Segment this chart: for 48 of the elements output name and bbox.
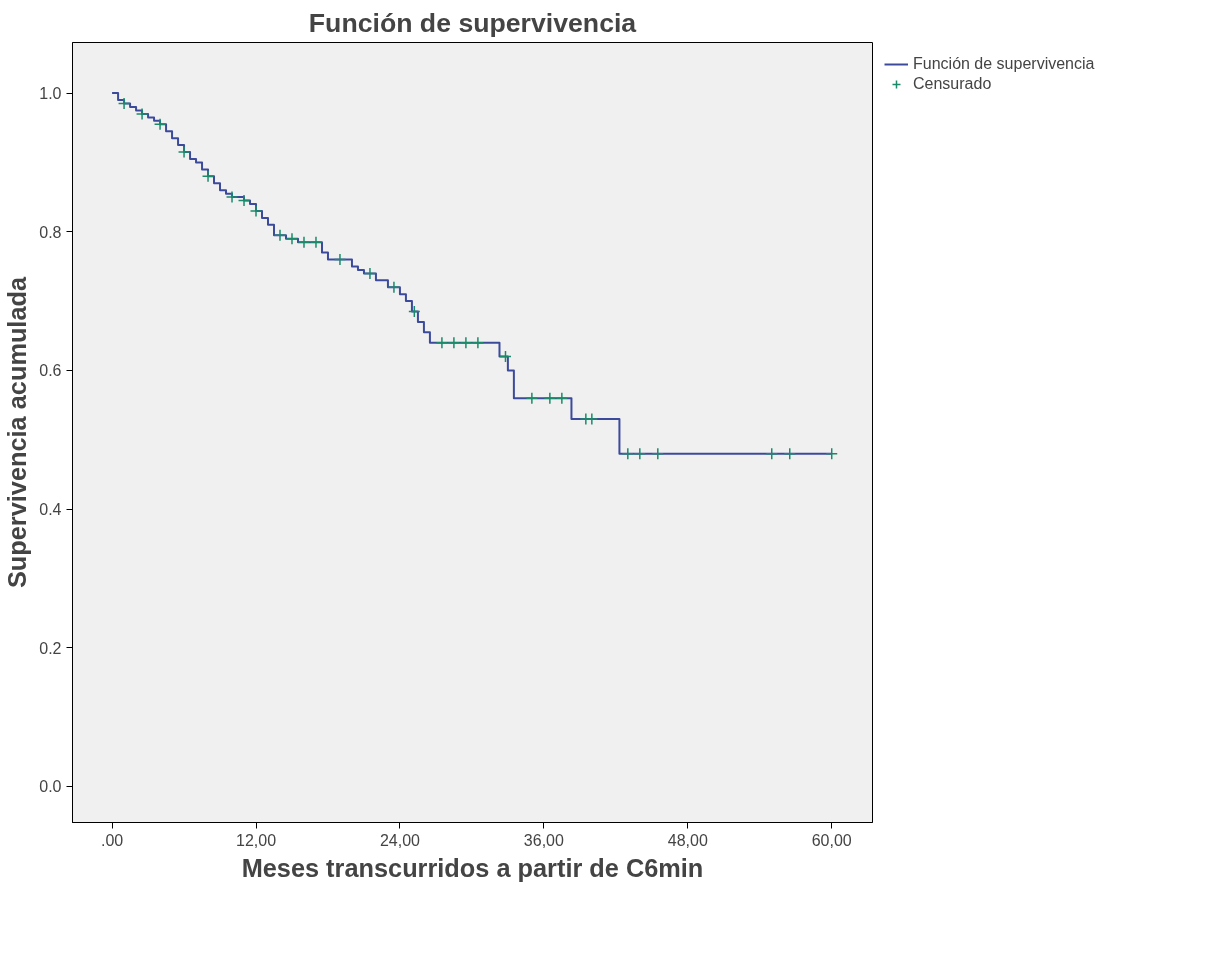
legend-label: Función de supervivencia [913, 55, 1095, 73]
point [499, 350, 512, 363]
x-tick-label: 48,00 [667, 831, 708, 849]
point [201, 170, 215, 183]
point [387, 281, 401, 294]
y-tick-label: 0.8 [39, 223, 62, 241]
point [363, 267, 377, 280]
point [447, 336, 461, 349]
y-tick-label: 0.0 [39, 778, 62, 796]
y-axis-title: Supervivencia acumulada [3, 276, 32, 589]
point [825, 447, 838, 460]
point [633, 447, 647, 460]
point [333, 253, 347, 266]
point [435, 336, 449, 349]
point [297, 235, 311, 249]
point [153, 118, 167, 131]
y-tick-label: 0.4 [39, 501, 62, 519]
y-tick-label: 0.6 [39, 362, 62, 380]
point [249, 204, 263, 218]
point [543, 391, 557, 405]
point [273, 229, 287, 242]
legend-label: Censurado [913, 75, 992, 93]
point [471, 336, 485, 349]
point [135, 107, 149, 121]
point [765, 447, 778, 460]
point [177, 145, 191, 159]
x-axis-title: Meses transcurridos a partir de C6min [241, 853, 704, 882]
point [585, 412, 599, 426]
point [309, 235, 323, 249]
y-tick-label: 1.0 [39, 85, 62, 103]
x-tick-label: 60,00 [811, 831, 852, 849]
x-tick-label: .00 [100, 831, 124, 849]
point [285, 232, 299, 245]
point [408, 305, 421, 318]
point [225, 190, 239, 204]
chart-title: Función de supervivencia [308, 7, 637, 38]
point [783, 447, 796, 460]
x-tick-label: 36,00 [523, 831, 564, 849]
x-tick-label: 24,00 [379, 831, 421, 849]
point [237, 194, 251, 207]
point [459, 336, 473, 349]
point [651, 447, 665, 460]
y-tick-label: 0.2 [39, 639, 62, 657]
point [555, 391, 569, 405]
point [117, 97, 131, 110]
point [621, 447, 635, 460]
x-tick-label: 12,00 [235, 831, 277, 849]
point [525, 391, 539, 405]
